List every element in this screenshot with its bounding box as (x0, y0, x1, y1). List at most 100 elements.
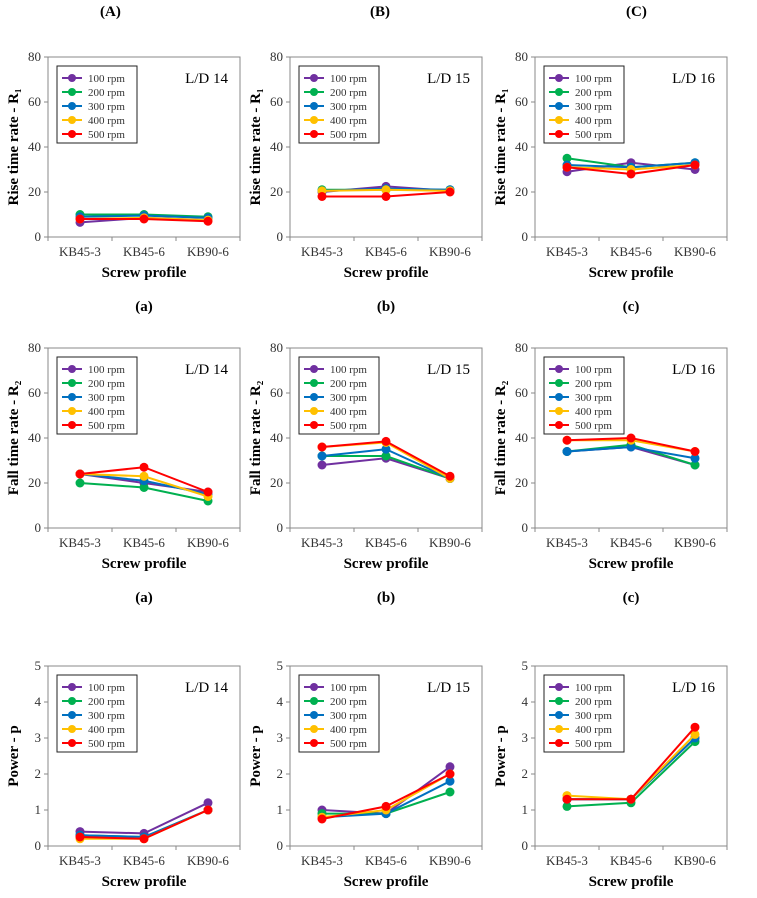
series-500-rpm (317, 187, 455, 201)
data-point (75, 478, 85, 488)
legend-label-100-rpm: 100 rpm (575, 73, 612, 85)
data-point (445, 776, 455, 786)
legend-marker-300-rpm (555, 102, 563, 110)
data-point (139, 462, 149, 472)
y-axis-title: Fall time rate - R₂ (493, 380, 509, 495)
legend-label-100-rpm: 100 rpm (575, 682, 612, 694)
legend-marker-500-rpm (68, 130, 76, 138)
legend-label-400-rpm: 400 rpm (575, 115, 612, 127)
panel-label: (c) (623, 299, 640, 315)
y-tick-label: 40 (515, 430, 528, 445)
data-point (317, 460, 327, 470)
legend: 100 rpm 200 rpm 300 rpm 400 rpm 500 rpm (56, 65, 138, 144)
data-point (139, 483, 149, 492)
legend-marker-500-rpm (310, 739, 318, 747)
y-tick-label: 5 (35, 658, 42, 673)
plot-frame (289, 665, 483, 847)
y-axis-title: Rise time rate - R₁ (248, 89, 264, 206)
y-tick-label: 80 (270, 340, 283, 355)
data-point (139, 214, 149, 224)
legend-label-200-rpm: 200 rpm (330, 696, 367, 708)
y-tick-label: 40 (270, 139, 283, 154)
data-point (445, 471, 455, 481)
y-axis-title: Rise time rate - R₁ (493, 89, 509, 206)
legend-marker-400-rpm (68, 407, 76, 415)
data-point (626, 433, 636, 443)
x-axis-title: Screw profile (589, 265, 674, 281)
legend-marker-500-rpm (310, 130, 318, 138)
x-tick-label: KB90-6 (429, 853, 471, 868)
legend-label-400-rpm: 400 rpm (575, 406, 612, 418)
legend-label-300-rpm: 300 rpm (330, 392, 367, 404)
series-500-rpm (562, 433, 700, 456)
y-tick-label: 4 (277, 694, 284, 709)
legend-marker-200-rpm (68, 88, 76, 96)
data-point (139, 471, 149, 481)
data-point (381, 801, 391, 811)
legend-marker-100-rpm (555, 365, 563, 373)
data-point (75, 469, 85, 479)
y-tick-label: 0 (35, 838, 42, 853)
y-tick-label: 1 (277, 802, 284, 817)
legend-label-500-rpm: 500 rpm (88, 129, 125, 141)
legend-label-200-rpm: 200 rpm (575, 87, 612, 99)
data-point (562, 162, 572, 172)
data-point (381, 185, 391, 195)
y-tick-label: 20 (515, 475, 528, 490)
data-point (445, 187, 455, 197)
legend-marker-400-rpm (310, 116, 318, 124)
x-tick-label: KB45-6 (123, 244, 165, 259)
x-tick-label: KB45-6 (123, 853, 165, 868)
data-point (317, 442, 327, 452)
legend: 100 rpm 200 rpm 300 rpm 400 rpm 500 rpm (298, 674, 380, 753)
x-tick-label: KB90-6 (187, 853, 229, 868)
y-tick-label: 80 (28, 340, 41, 355)
x-tick-label: KB90-6 (429, 244, 471, 259)
legend-marker-400-rpm (555, 116, 563, 124)
y-tick-label: 0 (522, 229, 529, 244)
x-tick-label: KB45-3 (301, 535, 343, 550)
series-300-rpm (562, 442, 700, 463)
y-tick-label: 2 (522, 766, 529, 781)
data-point (445, 787, 455, 797)
series-500-rpm (75, 805, 213, 844)
data-point (690, 453, 700, 463)
legend-label-100-rpm: 100 rpm (330, 682, 367, 694)
series-500-rpm (562, 160, 700, 179)
legend-marker-300-rpm (310, 102, 318, 110)
y-tick-label: 0 (277, 229, 284, 244)
series-500-rpm (75, 214, 213, 226)
data-point (317, 814, 327, 824)
legend-marker-100-rpm (68, 365, 76, 373)
plot-frame (47, 665, 241, 847)
legend-label-500-rpm: 500 rpm (575, 420, 612, 432)
legend-marker-400-rpm (555, 725, 563, 733)
series-500-rpm (317, 769, 455, 824)
legend-label-200-rpm: 200 rpm (330, 87, 367, 99)
x-tick-label: KB45-6 (610, 853, 652, 868)
legend-marker-100-rpm (310, 365, 318, 373)
y-tick-label: 80 (270, 49, 283, 64)
data-point (381, 436, 391, 446)
x-tick-label: KB90-6 (674, 535, 716, 550)
x-tick-label: KB45-3 (546, 535, 588, 550)
legend-marker-500-rpm (68, 739, 76, 747)
legend-marker-500-rpm (555, 739, 563, 747)
y-tick-label: 80 (28, 49, 41, 64)
legend-marker-100-rpm (68, 683, 76, 691)
data-point (626, 442, 636, 452)
legend: 100 rpm 200 rpm 300 rpm 400 rpm 500 rpm (543, 65, 625, 144)
x-axis-title: Screw profile (344, 265, 429, 281)
y-tick-label: 3 (277, 730, 284, 745)
legend-label-500-rpm: 500 rpm (330, 738, 367, 750)
y-tick-label: 1 (522, 802, 529, 817)
y-tick-label: 0 (522, 520, 529, 535)
legend-marker-200-rpm (555, 379, 563, 387)
legend-marker-500-rpm (310, 421, 318, 429)
y-tick-label: 5 (277, 658, 284, 673)
legend-marker-300-rpm (310, 711, 318, 719)
x-tick-label: KB45-3 (546, 853, 588, 868)
